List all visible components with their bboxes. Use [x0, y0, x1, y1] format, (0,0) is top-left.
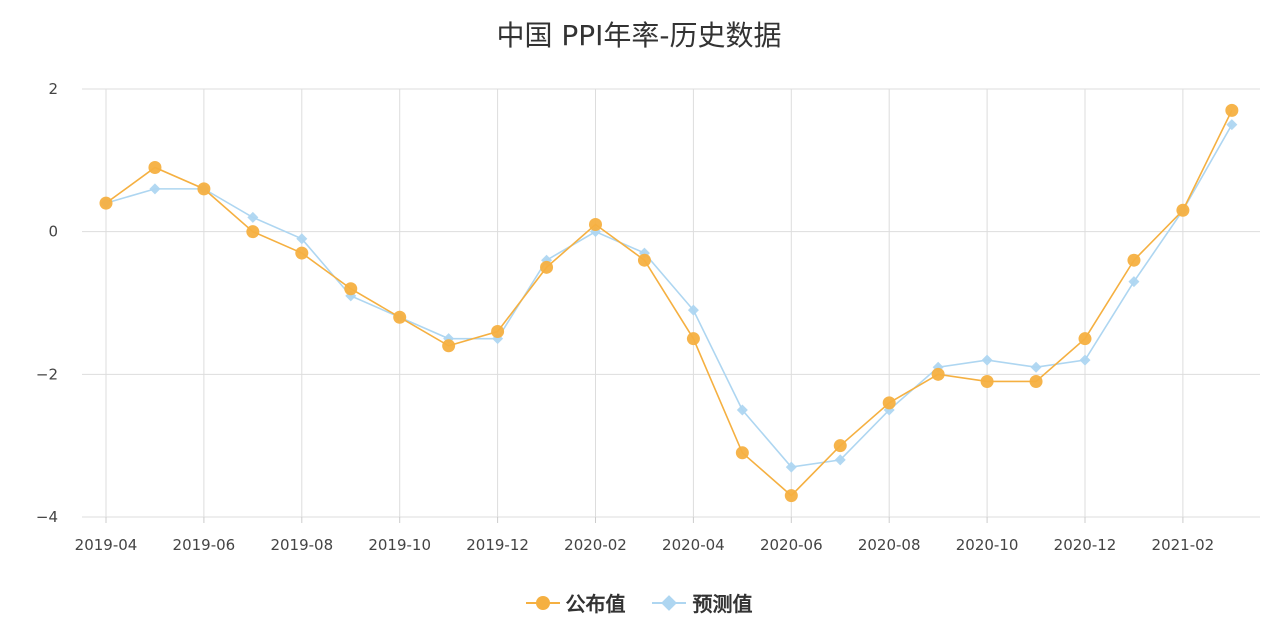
data-point-forecast: [834, 454, 846, 466]
x-tick-label: 2020-12: [1054, 536, 1117, 554]
x-tick-label: 2020-10: [956, 536, 1019, 554]
data-point-forecast: [296, 233, 308, 245]
data-point-published: [882, 396, 896, 410]
data-point-forecast: [1079, 354, 1091, 366]
x-tick-label: 2019-06: [173, 536, 236, 554]
legend-label-forecast: 预测值: [692, 592, 753, 616]
x-tick-label: 2019-08: [270, 536, 333, 554]
x-tick-label: 2019-04: [75, 536, 138, 554]
data-point-published: [589, 218, 602, 232]
data-point-forecast: [1030, 361, 1042, 373]
data-point-forecast: [1226, 119, 1238, 131]
data-point-published: [1127, 253, 1141, 267]
data-point-published: [735, 446, 749, 460]
x-tick-label: 2019-12: [466, 536, 529, 554]
data-point-published: [442, 339, 456, 353]
legend: 公布值 预测值: [0, 588, 1278, 617]
data-point-published: [784, 489, 798, 503]
chart-title: 中国 PPI年率-历史数据: [496, 19, 782, 52]
data-point-published: [540, 260, 554, 274]
data-point-published: [1225, 103, 1239, 117]
legend-item-published[interactable]: 公布值: [525, 588, 626, 617]
x-tick-label: 2020-04: [662, 536, 725, 554]
x-tick-label: 2020-02: [564, 536, 627, 554]
data-point-forecast: [247, 211, 259, 223]
data-point-published: [686, 332, 700, 346]
data-point-published: [980, 374, 994, 388]
legend-swatch-forecast: [652, 594, 687, 611]
legend-item-forecast[interactable]: 预测值: [652, 588, 752, 617]
data-point-forecast: [149, 183, 161, 195]
data-point-published: [931, 367, 945, 381]
data-point-published: [1078, 332, 1092, 346]
data-point-forecast: [785, 461, 797, 473]
series-line-0: [105, 110, 1233, 497]
y-tick-label: −2: [36, 365, 58, 383]
data-point-forecast: [687, 304, 699, 316]
data-point-published: [99, 196, 113, 210]
legend-label-published: 公布值: [565, 592, 626, 616]
x-tick-label: 2021-02: [1152, 536, 1215, 554]
data-point-published: [1176, 203, 1190, 217]
data-point-published: [637, 253, 651, 267]
y-tick-label: 0: [48, 223, 58, 241]
x-tick-label: 2020-06: [760, 536, 823, 554]
x-tick-label: 2020-08: [858, 536, 921, 554]
data-point-published: [246, 225, 260, 239]
data-point-forecast: [981, 354, 993, 366]
data-point-published: [344, 282, 358, 296]
data-point-published: [393, 310, 407, 324]
data-point-published: [148, 160, 162, 174]
series-line-1: [105, 124, 1233, 468]
y-tick-label: 2: [48, 80, 58, 98]
x-tick-label: 2019-10: [368, 536, 431, 554]
data-point-forecast: [736, 404, 748, 416]
data-point-published: [1029, 374, 1043, 388]
data-point-forecast: [1128, 276, 1140, 288]
data-point-published: [833, 439, 847, 453]
data-point-forecast: [638, 247, 650, 259]
data-point-published: [197, 182, 211, 196]
y-tick-label: −4: [36, 508, 58, 526]
data-point-published: [491, 325, 505, 339]
legend-swatch-published: [525, 595, 560, 611]
data-point-published: [295, 246, 309, 260]
